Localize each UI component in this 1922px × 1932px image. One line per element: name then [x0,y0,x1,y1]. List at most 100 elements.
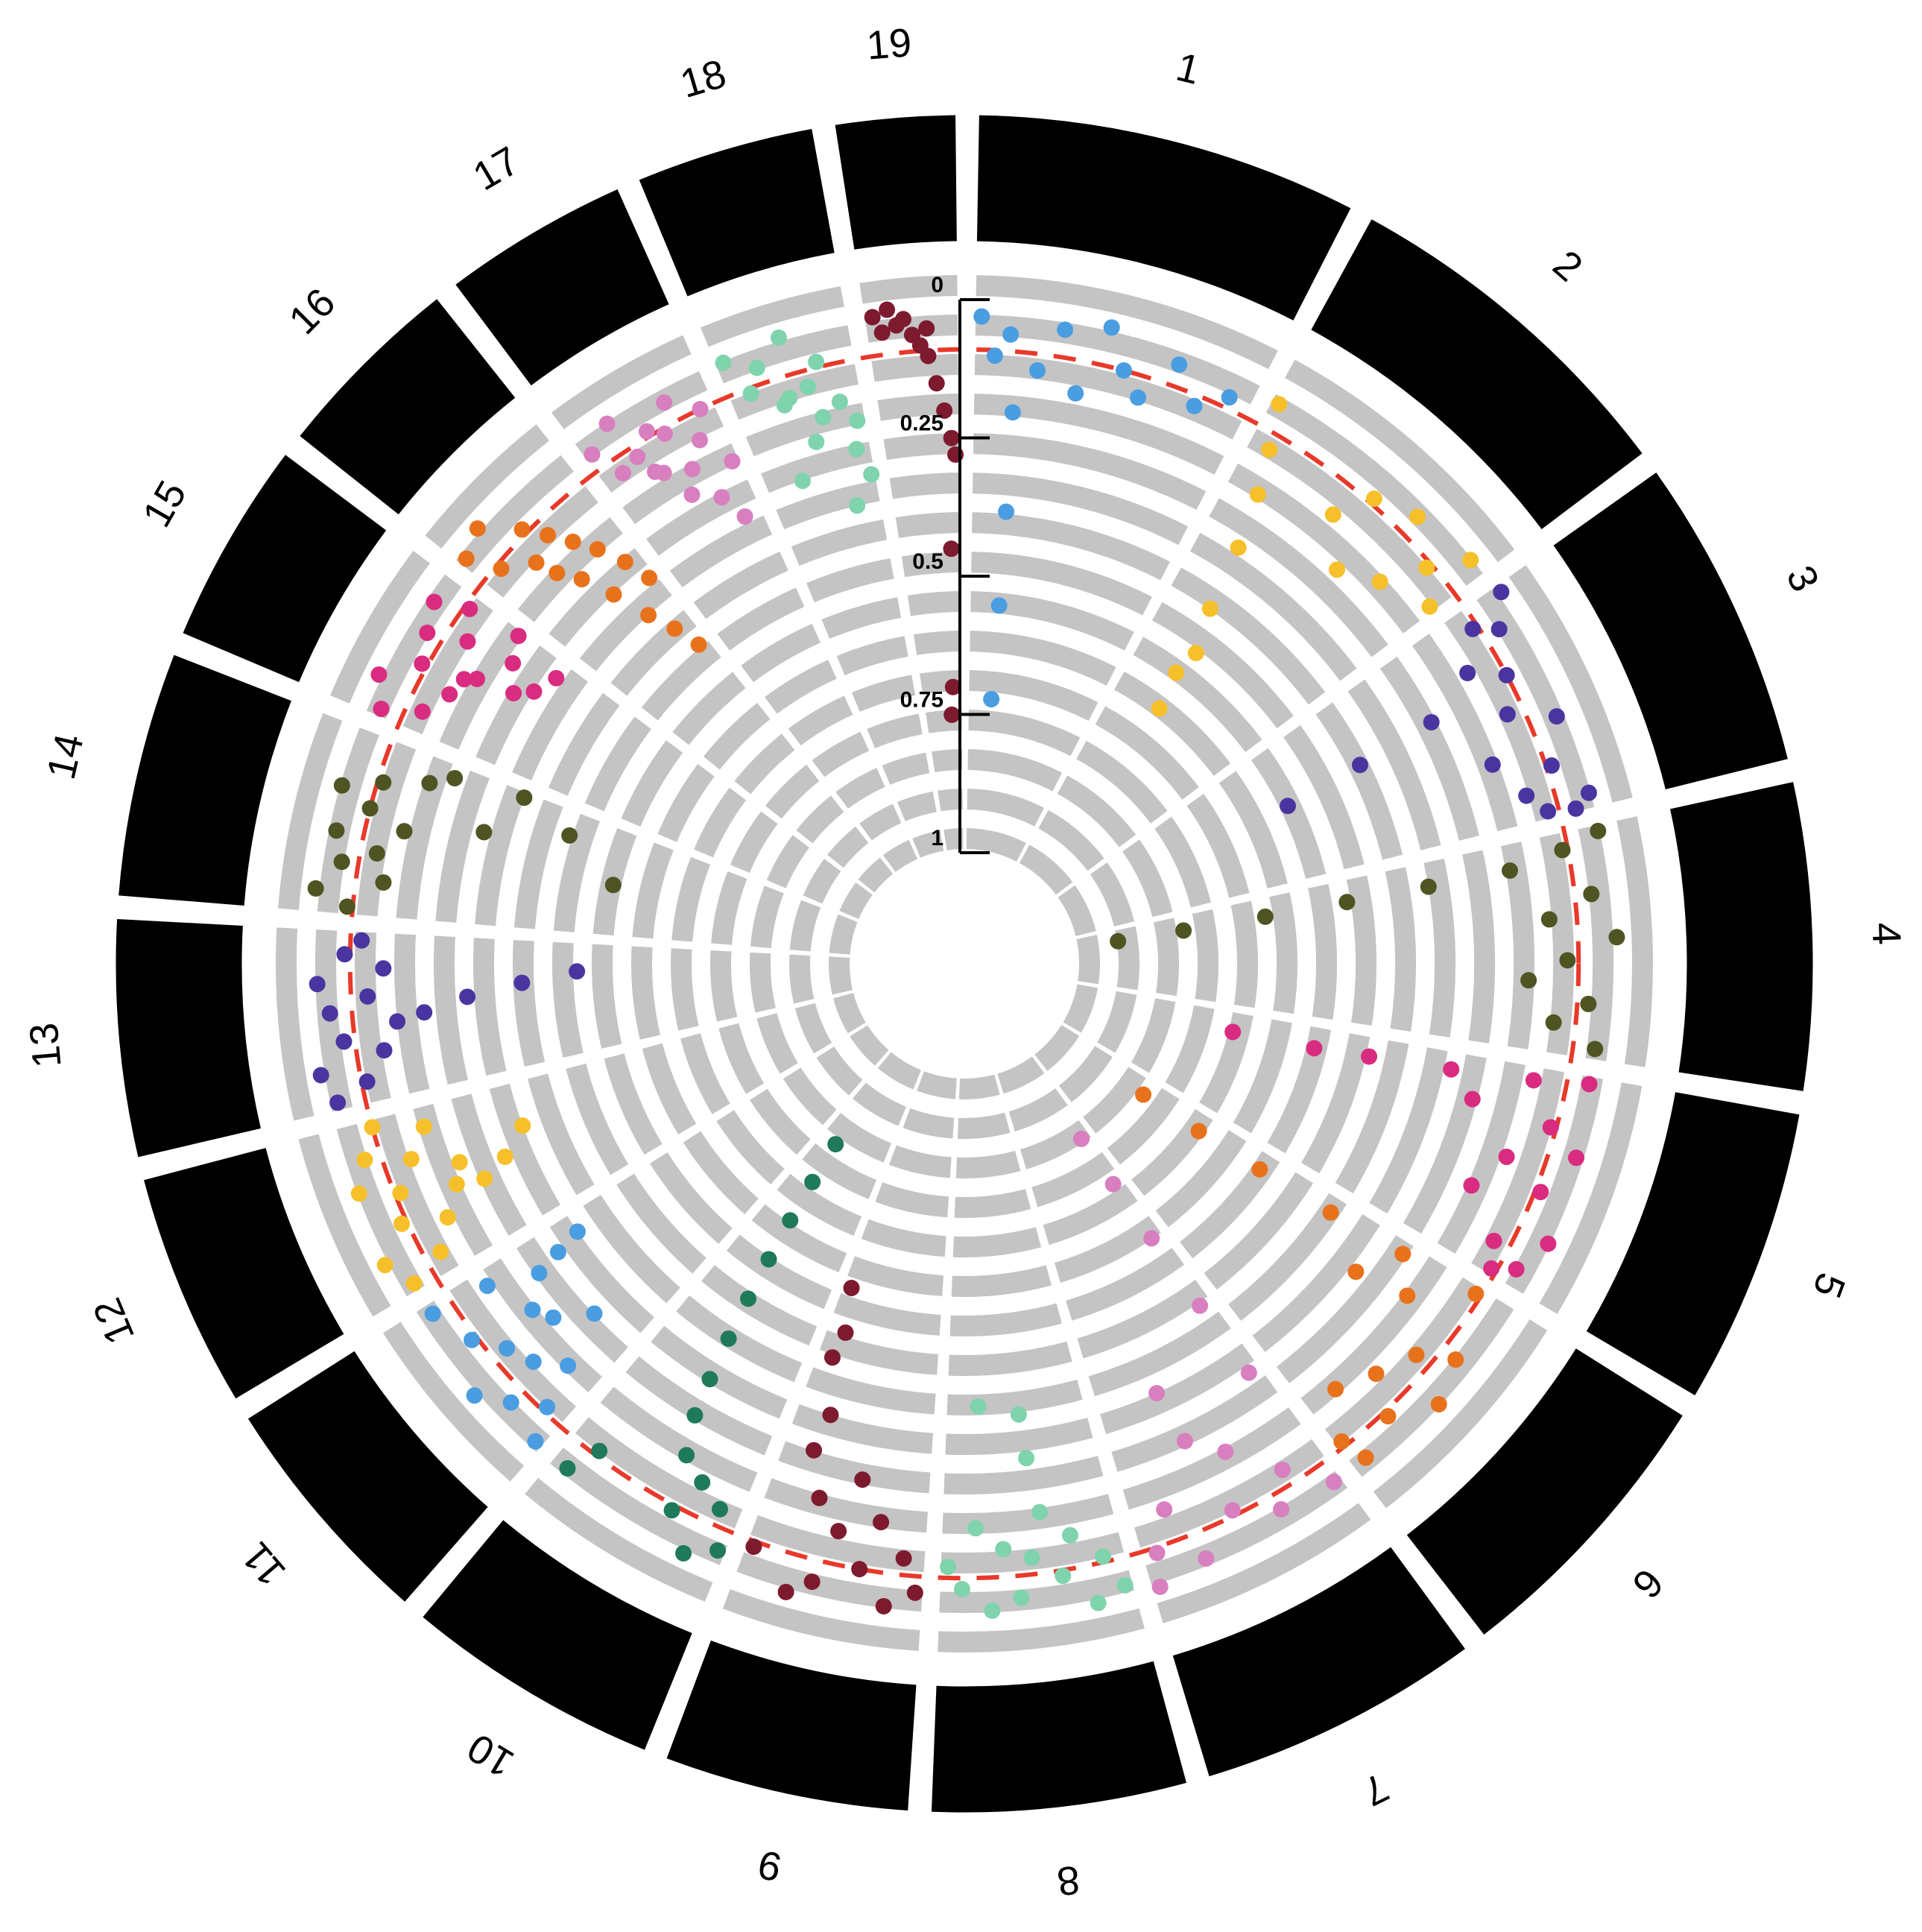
data-point [604,877,622,894]
track-ring [968,710,1081,757]
track-ring [1043,1184,1138,1246]
chromosome-segment [116,919,262,1158]
data-point [1176,1433,1193,1450]
data-point [1462,552,1479,569]
data-point [1116,1576,1134,1594]
track-ring [750,1088,811,1155]
data-point [531,1264,548,1281]
track-ring [1038,809,1104,871]
chromosome-label: 15 [134,473,195,534]
track-ring [789,954,815,1004]
chromosome-segment [639,129,835,297]
data-point [1249,486,1266,503]
data-point [760,1251,777,1268]
data-point [1224,1502,1241,1519]
data-point [863,466,880,483]
data-point [1325,1474,1342,1491]
data-point [499,1339,516,1357]
data-point [375,960,392,977]
track-ring [836,636,908,676]
data-point [375,874,392,891]
track-ring [715,325,852,384]
data-point [640,607,657,624]
data-point [616,553,633,570]
data-point [849,497,866,514]
chromosome-label: 12 [85,1292,144,1351]
track-ring [694,787,747,858]
track-ring [967,749,1063,792]
data-point [364,1119,381,1136]
track-ring [669,515,773,588]
chromosome-segment [300,299,516,515]
track-ring [553,813,601,932]
data-point [1459,664,1476,681]
data-point [656,394,673,411]
data-point [1256,908,1274,925]
data-point [1151,1578,1169,1595]
data-point [656,425,673,442]
track-ring [847,1256,944,1297]
track-ring [751,1204,847,1273]
track-ring [1019,845,1073,895]
data-point [1192,1297,1209,1314]
data-point [822,1407,839,1424]
data-point [469,520,486,537]
track-ring [716,1110,785,1185]
track-ring [943,1456,1104,1494]
data-point [307,880,324,897]
data-point [329,1094,347,1111]
data-point [1508,1260,1525,1278]
chromosome-segment [1669,782,1813,1091]
data-point [1201,600,1218,617]
track-ring [621,740,683,827]
track-ring [1111,1375,1278,1472]
chromosome-label: 17 [466,138,527,199]
data-point [1306,1040,1323,1057]
data-point [683,461,701,478]
track-ring [802,1143,877,1199]
chromosome-label: 1 [1172,45,1204,93]
track-ring [926,710,962,733]
track-ring [730,811,778,874]
track-ring [1131,1108,1213,1196]
data-point [1073,1130,1090,1147]
track-ring [583,1194,680,1304]
track-ring [766,835,810,888]
track-ring [741,623,821,683]
chromosome-segment [183,455,387,683]
track-ring [1100,1343,1254,1434]
data-point [1135,1086,1152,1103]
track-ring [676,1295,803,1383]
data-point [1240,1364,1257,1381]
track-ring [833,992,866,1034]
data-point [1485,1232,1502,1249]
data-point [1540,1235,1557,1252]
data-point [368,845,385,862]
data-point [1230,539,1247,556]
data-point [990,597,1008,614]
chromosome-segment [455,189,670,386]
data-point [1587,1041,1604,1058]
data-point [1430,1396,1447,1413]
track-ring [971,552,1152,616]
track-ring [835,768,885,809]
data-point [967,1520,984,1537]
track-ring [1403,1054,1487,1234]
track-ring [966,828,1026,862]
data-point [1171,356,1188,373]
track-ring [897,791,938,821]
data-point [944,678,961,695]
track-ring [852,675,916,713]
data-point [548,669,565,686]
data-point [824,1349,841,1366]
track-ring [631,946,661,1040]
data-point [569,1223,586,1240]
data-point [1190,1123,1207,1140]
track-ring [1090,862,1135,927]
track-ring [726,1234,832,1310]
data-point [1168,664,1185,681]
track-ring [1300,1256,1447,1415]
track-ring [853,1082,907,1126]
data-point [559,1459,576,1477]
track-ring [730,364,859,420]
